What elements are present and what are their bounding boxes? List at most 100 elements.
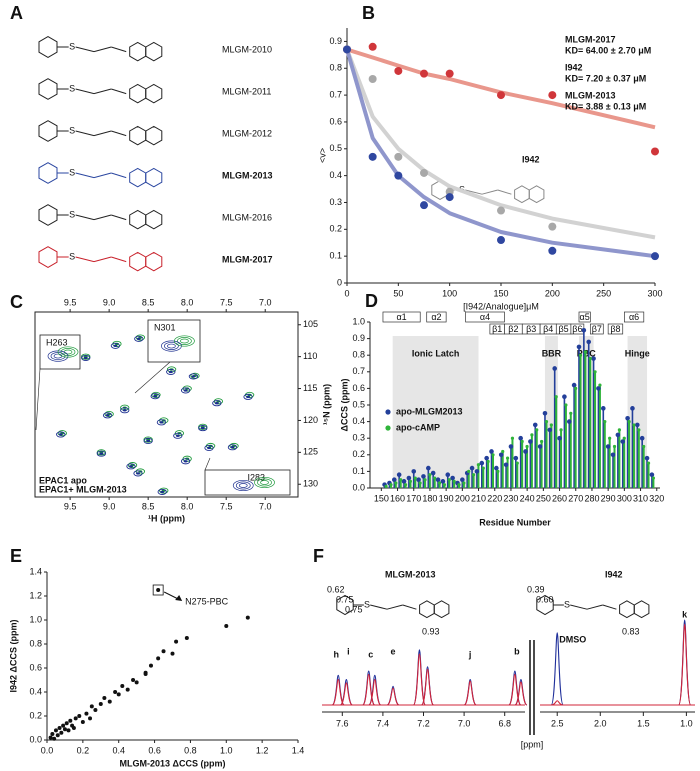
panel-letter: F: [313, 546, 324, 566]
bar-dot: [403, 483, 408, 487]
spectrum-peak: [368, 678, 382, 706]
x-tick-label: 6.8: [498, 718, 511, 728]
fit-line: [345, 48, 656, 259]
peak-core: [214, 402, 219, 405]
region-label: Hinge: [625, 348, 650, 358]
x-tick-label: 0.8: [184, 745, 197, 755]
data-point: [445, 193, 454, 202]
y-tick-label: 0.4: [352, 416, 365, 426]
peak-core: [83, 356, 88, 360]
y-tick-label: 0.6: [329, 116, 342, 126]
bond: [75, 172, 95, 179]
bar: [618, 429, 621, 488]
bar: [569, 413, 572, 488]
bar-dot: [554, 395, 558, 399]
bar-dot: [423, 478, 427, 482]
inset-contour: [57, 346, 79, 358]
bar: [482, 468, 485, 488]
data-point: [71, 726, 76, 730]
ring: [129, 251, 147, 272]
bar-dot: [476, 463, 481, 467]
bar-dot: [639, 435, 645, 441]
inset-contour: [254, 476, 275, 489]
bar-dot: [559, 428, 563, 432]
peak-label: b: [514, 646, 520, 656]
bar-dot: [557, 435, 562, 441]
bar-dot: [610, 452, 616, 458]
spectrum-peak: [678, 619, 692, 706]
inset-contour: [235, 481, 251, 490]
x-tick-label: 9.5: [64, 297, 77, 307]
peak-core: [105, 414, 110, 417]
data-point: [73, 716, 78, 721]
bar-dot: [384, 484, 388, 488]
data-point: [420, 201, 428, 210]
data-point: [170, 651, 175, 656]
bar-dot: [515, 461, 519, 465]
peak-contour: [198, 425, 208, 432]
bar: [409, 481, 412, 488]
x-tick-label: 1.0: [220, 745, 233, 755]
bar-dot: [467, 469, 471, 473]
bar-dot: [591, 356, 596, 361]
bond: [402, 604, 417, 610]
legend-label: EPAC1 apo: [39, 475, 87, 485]
peak-contour: [110, 342, 121, 349]
peak-core: [230, 446, 235, 449]
bond: [497, 189, 512, 195]
bond: [75, 46, 95, 53]
structure-label: β5: [559, 324, 569, 334]
peak-contour: [143, 437, 153, 444]
bar-dot: [535, 428, 539, 432]
y-tick-label: 0.0: [352, 482, 365, 492]
peak-core: [58, 433, 63, 436]
bar-dot: [637, 428, 641, 432]
y-tick-label: 0.7: [352, 366, 365, 376]
x-tick-label: 9.5: [64, 501, 77, 511]
y-tick-label: 0.1: [329, 251, 342, 261]
peak-label: c: [368, 649, 373, 659]
atom: S: [69, 167, 75, 177]
y-tick-label: 0.2: [352, 449, 365, 459]
ring: [38, 162, 58, 184]
peak-label: j: [468, 649, 472, 659]
x-tick-label: 50: [393, 288, 403, 298]
bar-dot: [447, 478, 451, 482]
x-tick-label: 1.5: [637, 718, 650, 728]
inset-label: I283: [248, 472, 266, 482]
data-point: [89, 704, 94, 709]
y-tick-label: 130: [303, 479, 318, 489]
annotation: N275-PBC: [185, 596, 229, 606]
fit-line: [346, 47, 656, 130]
atom: S: [69, 209, 75, 219]
compound-name: MLGM-2017: [222, 254, 273, 264]
ring: [145, 41, 163, 62]
structure-label: β1: [492, 324, 502, 334]
bond: [602, 604, 617, 610]
bar-dot: [396, 472, 402, 478]
x-tick-label: 7.0: [259, 501, 272, 511]
bond: [570, 604, 588, 610]
bar-dot: [581, 328, 587, 333]
x-tick-label: 2.0: [594, 718, 607, 728]
bar: [598, 385, 601, 488]
peak-core: [183, 389, 188, 392]
callout: [204, 457, 211, 471]
peak-contour: [173, 432, 183, 439]
ring: [38, 78, 58, 100]
structure-label: α5: [580, 312, 590, 322]
bar: [477, 464, 480, 488]
bond: [111, 130, 127, 137]
bar: [535, 429, 538, 488]
bar-dot: [540, 439, 544, 444]
peak-contour: [204, 444, 214, 451]
y-tick-label: 120: [303, 415, 318, 425]
peak-label: i: [347, 646, 350, 656]
bar-dot: [542, 411, 548, 416]
data-point: [156, 656, 161, 661]
data-point: [497, 206, 505, 215]
y-tick-label: 0.6: [352, 383, 365, 393]
bar-dot: [537, 444, 543, 449]
ring: [145, 251, 163, 272]
structure-name: I942: [605, 569, 623, 579]
